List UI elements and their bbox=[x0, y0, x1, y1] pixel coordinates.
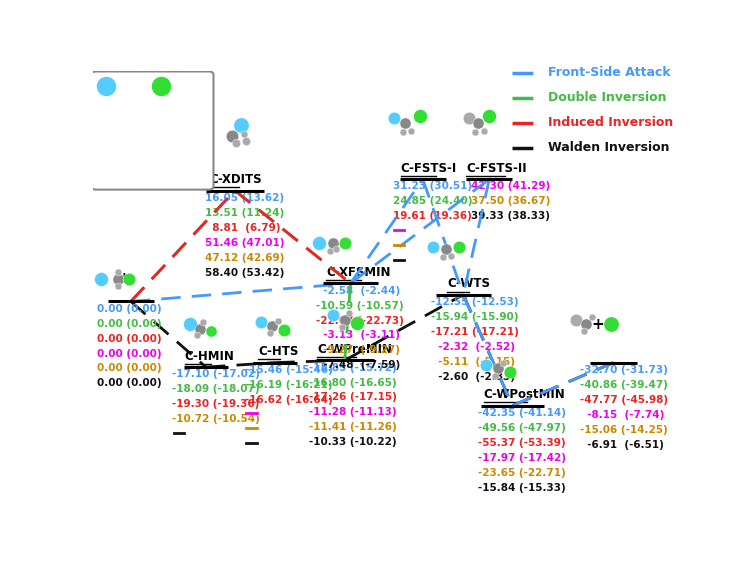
Text: -2.32  (-2.52): -2.32 (-2.52) bbox=[431, 342, 515, 352]
Text: 37.50 (36.67): 37.50 (36.67) bbox=[471, 196, 550, 206]
Text: 24.85 (24.40): 24.85 (24.40) bbox=[392, 196, 472, 206]
Text: -15.85 (-15.72): -15.85 (-15.72) bbox=[309, 363, 397, 373]
Text: -5.11  (-5.15): -5.11 (-5.15) bbox=[431, 357, 515, 367]
Text: -17.97 (-17.42): -17.97 (-17.42) bbox=[477, 453, 565, 463]
Text: -15.46 (-15.46): -15.46 (-15.46) bbox=[245, 365, 333, 375]
Text: -40.86 (-39.47): -40.86 (-39.47) bbox=[580, 380, 668, 390]
Text: -17.10 (-17.02): -17.10 (-17.02) bbox=[172, 369, 260, 379]
Text: -7.48  (-7.59): -7.48 (-7.59) bbox=[316, 360, 400, 370]
Text: Walden Inversion: Walden Inversion bbox=[548, 141, 670, 154]
Text: Double Inversion: Double Inversion bbox=[548, 91, 667, 104]
Text: -23.65 (-22.71): -23.65 (-22.71) bbox=[477, 467, 565, 477]
Text: = F: = F bbox=[115, 79, 141, 93]
Text: F: F bbox=[118, 123, 128, 139]
Text: 0.00 (0.00): 0.00 (0.00) bbox=[97, 349, 162, 359]
Text: 0.00 (0.00): 0.00 (0.00) bbox=[97, 333, 162, 343]
Text: -42.35 (-41.14): -42.35 (-41.14) bbox=[477, 408, 565, 418]
FancyBboxPatch shape bbox=[92, 72, 213, 190]
Text: -19.30 (-19.36): -19.30 (-19.36) bbox=[172, 399, 260, 409]
Text: Br: Br bbox=[113, 174, 133, 189]
Text: -49.56 (-47.97): -49.56 (-47.97) bbox=[477, 423, 565, 433]
Text: 16.05 (13.62): 16.05 (13.62) bbox=[205, 193, 284, 203]
Text: I: I bbox=[180, 174, 186, 189]
Text: -17.21 (-17.21): -17.21 (-17.21) bbox=[431, 327, 519, 337]
Text: Induced Inversion: Induced Inversion bbox=[548, 116, 674, 129]
Text: -32.70 (-31.73): -32.70 (-31.73) bbox=[580, 365, 668, 375]
Text: -55.37 (-53.39): -55.37 (-53.39) bbox=[477, 437, 565, 447]
Text: -16.19 (-16.21): -16.19 (-16.21) bbox=[245, 380, 333, 390]
Text: I: I bbox=[180, 123, 186, 139]
Text: 0.00 (0.00): 0.00 (0.00) bbox=[97, 363, 162, 373]
Text: Br: Br bbox=[173, 107, 192, 122]
Text: C-XFSMIN: C-XFSMIN bbox=[326, 266, 391, 279]
Text: 0.00 (0.00): 0.00 (0.00) bbox=[97, 319, 162, 329]
Text: -16.62 (-16.64): -16.62 (-16.64) bbox=[245, 395, 333, 405]
Text: C-HMIN: C-HMIN bbox=[184, 350, 234, 363]
Text: C-WPostMIN: C-WPostMIN bbox=[483, 388, 565, 401]
Text: -3.13  (-3.11): -3.13 (-3.11) bbox=[316, 330, 400, 340]
Text: 0.00 (0.00): 0.00 (0.00) bbox=[97, 379, 162, 389]
Text: -22.67 (-22.73): -22.67 (-22.73) bbox=[316, 316, 404, 326]
Text: C-WPreMIN: C-WPreMIN bbox=[317, 343, 392, 356]
Text: -8.15  (-7.74): -8.15 (-7.74) bbox=[580, 410, 665, 420]
Text: -2.60  (-2.83): -2.60 (-2.83) bbox=[431, 372, 515, 382]
Text: 58.40 (53.42): 58.40 (53.42) bbox=[205, 268, 284, 278]
Text: -15.06 (-14.25): -15.06 (-14.25) bbox=[580, 425, 668, 435]
Text: C-FSTS-II: C-FSTS-II bbox=[466, 162, 527, 175]
Text: 13.51 (11.24): 13.51 (11.24) bbox=[205, 208, 284, 218]
Text: -17.26 (-17.15): -17.26 (-17.15) bbox=[309, 392, 397, 402]
Text: -16.80 (-16.65): -16.80 (-16.65) bbox=[309, 377, 397, 387]
Text: -11.41 (-11.26): -11.41 (-11.26) bbox=[309, 422, 397, 432]
Text: -9.27  (-9.27): -9.27 (-9.27) bbox=[316, 345, 400, 355]
Text: -10.33 (-10.22): -10.33 (-10.22) bbox=[309, 437, 397, 447]
Text: -6.91  (-6.51): -6.91 (-6.51) bbox=[580, 440, 664, 450]
Text: C-WTS: C-WTS bbox=[447, 277, 490, 290]
Text: -15.94 (-15.90): -15.94 (-15.90) bbox=[431, 312, 519, 322]
Text: C-FSTS-I: C-FSTS-I bbox=[401, 162, 457, 175]
Text: 31.23 (30.51): 31.23 (30.51) bbox=[392, 182, 472, 192]
Text: C-XDITS: C-XDITS bbox=[209, 173, 262, 186]
Text: +: + bbox=[118, 271, 131, 286]
Text: -11.28 (-11.13): -11.28 (-11.13) bbox=[309, 407, 397, 417]
Text: 39.33 (38.33): 39.33 (38.33) bbox=[471, 211, 550, 221]
Text: 42.30 (41.29): 42.30 (41.29) bbox=[471, 182, 550, 192]
Text: = Cl: = Cl bbox=[169, 79, 201, 93]
Text: Front-Side Attack: Front-Side Attack bbox=[548, 66, 671, 79]
Text: 0.00 (0.00): 0.00 (0.00) bbox=[97, 304, 162, 314]
Text: -2.58  (-2.44): -2.58 (-2.44) bbox=[316, 286, 400, 296]
Text: -10.59 (-10.57): -10.59 (-10.57) bbox=[316, 300, 404, 310]
Text: 19.61 (19.36): 19.61 (19.36) bbox=[392, 211, 471, 221]
Text: -10.72 (-10.54): -10.72 (-10.54) bbox=[172, 414, 260, 424]
Text: -15.84 (-15.33): -15.84 (-15.33) bbox=[477, 483, 565, 493]
Text: Br: Br bbox=[173, 141, 192, 155]
Text: 47.12 (42.69): 47.12 (42.69) bbox=[205, 253, 284, 263]
Text: +: + bbox=[592, 316, 604, 332]
Text: 51.46 (47.01): 51.46 (47.01) bbox=[205, 238, 284, 248]
Text: F: F bbox=[118, 107, 128, 122]
Text: C-HTS: C-HTS bbox=[258, 345, 298, 358]
Text: I: I bbox=[180, 157, 186, 172]
Text: 8.81  (6.79): 8.81 (6.79) bbox=[205, 223, 280, 233]
Text: -18.09 (-18.07): -18.09 (-18.07) bbox=[172, 385, 260, 395]
Text: Cl: Cl bbox=[115, 157, 131, 172]
Text: Cl: Cl bbox=[115, 141, 131, 155]
Text: -12.55 (-12.53): -12.55 (-12.53) bbox=[431, 297, 519, 307]
Text: -47.77 (-45.98): -47.77 (-45.98) bbox=[580, 395, 668, 405]
